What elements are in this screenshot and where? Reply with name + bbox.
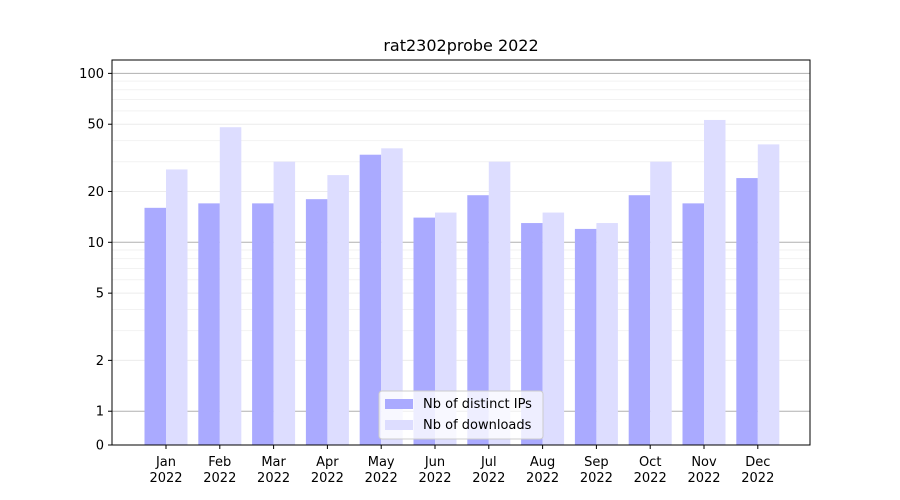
chart-title: rat2302probe 2022 xyxy=(383,36,538,55)
bar-distinct-ips-3 xyxy=(252,203,274,445)
x-tick-label: Aug 2022 xyxy=(526,455,559,486)
bar-downloads-4 xyxy=(327,175,349,445)
bar-downloads-6 xyxy=(435,212,457,445)
x-tick-label: Nov 2022 xyxy=(687,455,720,486)
y-tick-label: 50 xyxy=(87,118,104,133)
bar-distinct-ips-10 xyxy=(628,195,651,445)
bar-distinct-ips-1 xyxy=(144,207,166,445)
bar-downloads-5 xyxy=(381,148,403,446)
bar-downloads-3 xyxy=(273,161,296,445)
x-tick-label: Oct 2022 xyxy=(634,455,667,486)
bar-downloads-7 xyxy=(488,161,511,445)
y-tick-label: 2 xyxy=(96,354,104,369)
bar-distinct-ips-2 xyxy=(198,203,220,445)
bar-downloads-8 xyxy=(542,212,565,445)
legend: Nb of distinct IPs Nb of downloads xyxy=(378,390,544,440)
bar-distinct-ips-7 xyxy=(467,195,489,445)
bar-downloads-2 xyxy=(219,127,242,445)
x-tick-label: Dec 2022 xyxy=(741,455,774,486)
y-axis: 0 1 2 5 10 20 50 100 xyxy=(79,67,112,454)
y-tick-label: 100 xyxy=(79,67,104,82)
bar-downloads-9 xyxy=(596,223,618,445)
x-tick-label: Jun 2022 xyxy=(418,455,451,486)
legend-box xyxy=(378,390,544,440)
bar-distinct-ips-4 xyxy=(305,199,328,445)
legend-label-ips: Nb of distinct IPs xyxy=(423,397,532,412)
y-tick-label: 5 xyxy=(96,287,104,302)
bar-downloads-12 xyxy=(757,144,780,445)
x-tick-label: Apr 2022 xyxy=(311,455,344,486)
bar-distinct-ips-12 xyxy=(736,178,758,445)
y-tick-label: 20 xyxy=(87,185,104,200)
x-tick-label: Sep 2022 xyxy=(580,455,613,486)
legend-label-downloads: Nb of downloads xyxy=(423,418,532,433)
x-tick-label: Jan 2022 xyxy=(149,455,182,486)
x-tick-label: May 2022 xyxy=(365,455,398,486)
x-tick-label: Feb 2022 xyxy=(203,455,236,486)
bar-downloads-10 xyxy=(650,161,672,445)
legend-swatch-downloads xyxy=(385,420,413,430)
bar-distinct-ips-6 xyxy=(413,217,435,445)
bar-distinct-ips-9 xyxy=(574,228,597,445)
bar-distinct-ips-8 xyxy=(521,223,543,445)
legend-swatch-ips xyxy=(385,399,413,409)
bar-downloads-11 xyxy=(704,119,726,445)
bar-distinct-ips-11 xyxy=(682,203,704,445)
bars xyxy=(144,119,780,446)
x-axis: Jan 2022 Feb 2022 Mar 2022 Apr 2022 May 2022 Jun 20… xyxy=(149,445,774,486)
plot-frame xyxy=(111,59,811,446)
y-tick-label: 0 xyxy=(96,439,104,454)
x-tick-label: Mar 2022 xyxy=(257,455,290,486)
y-tick-label: 1 xyxy=(96,405,104,420)
x-tick-label: Jul 2022 xyxy=(472,455,505,486)
bar-distinct-ips-5 xyxy=(359,154,382,445)
y-tick-label: 10 xyxy=(87,236,104,251)
bar-downloads-1 xyxy=(166,169,188,445)
